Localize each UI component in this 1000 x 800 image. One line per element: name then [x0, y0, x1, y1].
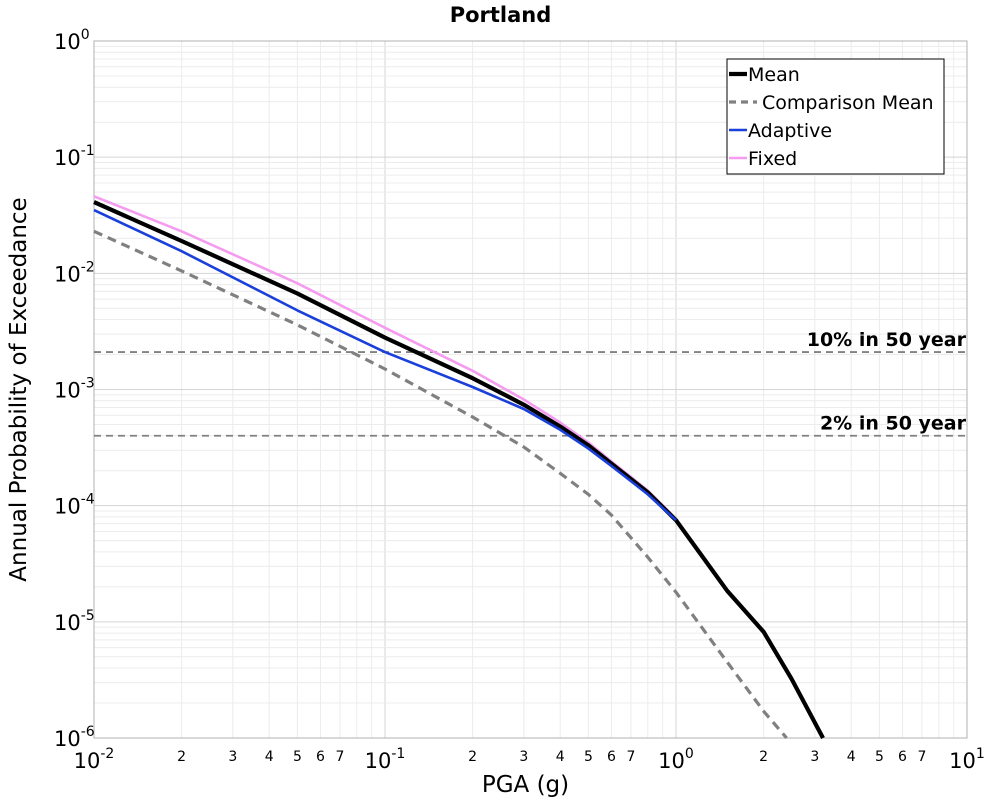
- x-minor-tick-label: 3: [228, 749, 237, 765]
- legend-label: Adaptive: [748, 120, 832, 142]
- reference-line-label: 10% in 50 year: [807, 329, 967, 351]
- y-tick-label: 10-4: [54, 492, 95, 519]
- legend-label: Comparison Mean: [762, 92, 934, 114]
- x-tick-label: 10-2: [74, 746, 115, 773]
- x-minor-tick-label: 2: [468, 749, 477, 765]
- reference-lines: 10% in 50 year 2% in 50 year: [94, 329, 967, 437]
- series-layer: [93, 195, 825, 740]
- grid: [93, 41, 967, 739]
- chart-title: Portland: [450, 3, 552, 27]
- x-minor-tick-label: 6: [607, 749, 616, 765]
- x-minor-tick-label: 3: [519, 749, 528, 765]
- series-line-comparison-mean: [93, 229, 788, 740]
- y-tick-label: 10-5: [54, 608, 95, 635]
- reference-line-label: 2% in 50 year: [820, 413, 967, 435]
- x-minor-tick-label: 3: [810, 749, 819, 765]
- x-minor-tick-label: 6: [316, 749, 325, 765]
- x-minor-tick-label: 2: [177, 749, 186, 765]
- y-tick-label: 10-1: [54, 143, 95, 170]
- x-tick-label: 101: [949, 746, 985, 773]
- y-tick-label: 10-6: [54, 724, 95, 751]
- x-minor-tick-label: 2: [759, 749, 768, 765]
- legend: Mean Comparison Mean Adaptive Fixed: [726, 58, 945, 175]
- x-axis-label: PGA (g): [482, 772, 569, 798]
- y-tick-label: 10-3: [54, 376, 95, 403]
- x-minor-tick-label: 6: [898, 749, 907, 765]
- x-minor-tick-label: 4: [847, 749, 856, 765]
- x-minor-tick-label: 4: [265, 749, 274, 765]
- x-minor-tick-label: 5: [875, 749, 884, 765]
- plot-frame: [93, 40, 968, 739]
- x-tick-label: 100: [658, 746, 694, 773]
- x-tick-label: 10-1: [365, 746, 406, 773]
- x-minor-tick-label: 5: [584, 749, 593, 765]
- series-line-mean: [93, 200, 825, 739]
- y-tick-label: 10-2: [54, 259, 95, 286]
- legend-label: Fixed: [748, 148, 797, 170]
- x-minor-tick-label: 7: [626, 749, 635, 765]
- y-axis-label: Annual Probability of Exceedance: [6, 197, 32, 581]
- y-axis-ticks: 100 10-1 10-2 10-3 10-4 10-5 10-6: [54, 27, 95, 751]
- legend-box: [726, 58, 945, 175]
- y-tick-label: 100: [54, 27, 90, 54]
- x-minor-tick-label: 4: [556, 749, 565, 765]
- x-minor-tick-label: 7: [335, 749, 344, 765]
- x-minor-tick-label: 5: [293, 749, 302, 765]
- legend-label: Mean: [748, 64, 800, 86]
- x-minor-tick-label: 7: [917, 749, 926, 765]
- series-line-adaptive: [93, 208, 677, 522]
